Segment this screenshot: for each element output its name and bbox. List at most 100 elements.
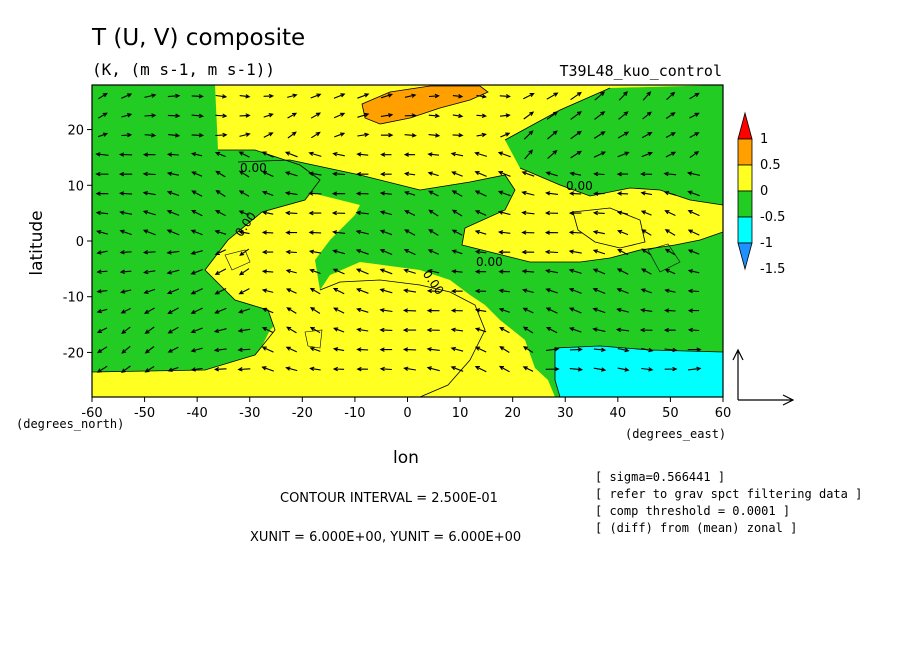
wind-vector xyxy=(167,326,179,334)
wind-vector xyxy=(592,288,606,295)
wind-vector xyxy=(523,93,535,100)
wind-vector xyxy=(284,191,298,196)
wind-vector xyxy=(570,111,582,120)
wind-vector xyxy=(451,249,463,255)
wind-vector xyxy=(403,249,416,256)
wind-vector xyxy=(215,94,228,99)
wind-vector xyxy=(452,113,464,119)
wind-vector xyxy=(308,191,322,196)
wind-vector xyxy=(474,366,487,373)
wind-vector xyxy=(166,269,180,275)
colorbar-tick-label: 1 xyxy=(760,132,768,147)
wind-vector xyxy=(355,249,369,255)
wind-vector xyxy=(428,133,441,138)
wind-vector xyxy=(498,249,511,255)
wind-vector xyxy=(166,250,180,255)
wind-vector xyxy=(689,92,700,100)
wind-vector xyxy=(95,191,109,196)
wind-vector xyxy=(594,111,606,120)
x-tick-label: 50 xyxy=(662,406,679,421)
wind-vector xyxy=(143,288,156,294)
wind-vector xyxy=(450,288,463,294)
wind-vector xyxy=(286,307,297,314)
wind-vector xyxy=(546,111,559,120)
wind-vector xyxy=(214,307,227,314)
wind-vector xyxy=(285,210,298,216)
wind-vector xyxy=(191,94,204,99)
region-cyan xyxy=(555,346,723,397)
wind-vector xyxy=(191,133,205,138)
y-tick-label: -20 xyxy=(63,346,84,361)
x-tick-label: -50 xyxy=(134,406,155,421)
wind-vector xyxy=(308,210,322,216)
wind-vector xyxy=(497,210,511,216)
wind-vector xyxy=(451,209,463,217)
wind-vector xyxy=(379,191,392,196)
wind-vector xyxy=(379,229,393,236)
wind-vector xyxy=(334,132,346,138)
wind-vector xyxy=(284,151,298,158)
wind-vector xyxy=(96,289,108,294)
wind-vector xyxy=(451,269,463,274)
wind-vector xyxy=(402,347,417,352)
contour-label: 0.00 xyxy=(476,255,503,269)
wind-vector xyxy=(616,268,629,275)
wind-vector xyxy=(239,132,251,137)
wind-vector xyxy=(593,347,607,353)
wind-vector xyxy=(310,112,322,119)
wind-vector xyxy=(191,113,204,119)
wind-vector xyxy=(215,113,228,119)
colorbar-swatch xyxy=(737,164,753,192)
wind-vector xyxy=(144,326,155,335)
region-green-east xyxy=(238,160,723,397)
wind-vector xyxy=(664,268,676,275)
wind-vector xyxy=(166,229,180,236)
wind-vector xyxy=(570,130,582,140)
region-green-west xyxy=(92,85,320,372)
wind-vector xyxy=(263,113,274,118)
wind-vector xyxy=(474,249,487,255)
wind-vector xyxy=(214,268,227,275)
wind-vector xyxy=(476,113,487,119)
wind-vector xyxy=(403,152,416,157)
wind-vector xyxy=(523,130,534,140)
wind-vector xyxy=(261,269,274,274)
wind-vector xyxy=(355,229,369,235)
region-yellow-south xyxy=(200,280,485,397)
region-yellow-island xyxy=(450,366,492,397)
wind-vector xyxy=(332,366,345,372)
x-tick-label: -30 xyxy=(239,406,260,421)
wind-vector xyxy=(167,307,179,315)
wind-vector xyxy=(521,210,535,216)
wind-vector xyxy=(569,191,582,196)
wind-vector xyxy=(474,346,487,353)
wind-vector xyxy=(356,347,369,352)
wind-vector xyxy=(616,191,629,196)
wind-vector xyxy=(379,308,393,313)
wind-vector xyxy=(357,112,370,118)
wind-vector xyxy=(474,229,487,235)
wind-vector xyxy=(96,250,108,255)
wind-vector xyxy=(96,229,108,235)
wind-vector xyxy=(474,269,487,274)
wind-vector xyxy=(379,249,393,256)
axes: -60 -50 -40 -30 -20 -10 0 10 20 30 40 50 60 20 10 0 -10 -… xyxy=(63,124,732,421)
wind-vector xyxy=(403,268,416,274)
colorbar-swatch xyxy=(737,242,753,271)
wind-vector xyxy=(592,327,606,332)
wind-vector xyxy=(403,366,416,371)
wind-vector xyxy=(522,326,534,334)
wind-vector xyxy=(355,191,369,196)
wind-vector xyxy=(404,133,417,138)
wind-vector xyxy=(261,307,274,314)
wind-vector xyxy=(239,248,250,256)
contour-lines xyxy=(92,85,723,397)
wind-vector xyxy=(238,268,250,276)
plot-area: 0.00 0.00 0.00 0.00 0.00 xyxy=(92,85,723,397)
contour-label: 0.00 xyxy=(566,179,593,193)
wind-vector xyxy=(544,230,559,235)
wind-vector xyxy=(664,288,676,293)
wind-vector xyxy=(617,151,630,158)
wind-vector xyxy=(523,111,535,120)
